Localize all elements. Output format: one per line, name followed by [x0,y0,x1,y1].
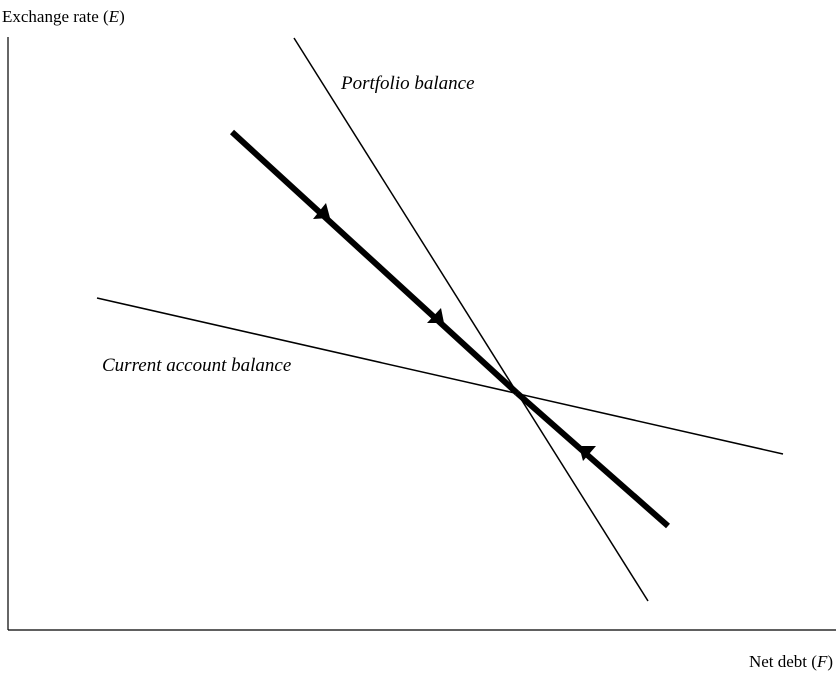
saddle-path-lower [515,390,670,529]
portfolio-balance-label: Portfolio balance [340,73,475,94]
current-account-balance-label: Current account balance [102,355,291,376]
y-axis-label-prefix: Exchange rate ( [2,7,109,26]
current-account-balance-line [96,297,784,455]
arrow-down-right-upper-icon [313,203,330,219]
x-axis-label-variable: F [816,652,828,671]
x-axis-label-prefix: Net debt ( [749,652,817,671]
x-axis-label: Net debt (F) [749,652,833,671]
y-axis-label: Exchange rate (E) [2,7,125,26]
y-axis-label-variable: E [108,7,120,26]
arrow-down-right-middle-icon [427,308,444,323]
saddle-path-upper [229,129,520,396]
x-axis-label-suffix: ) [827,652,833,671]
arrow-up-left-lower-icon [579,446,596,461]
portfolio-balance-line [293,37,649,602]
y-axis-label-suffix: ) [119,7,125,26]
